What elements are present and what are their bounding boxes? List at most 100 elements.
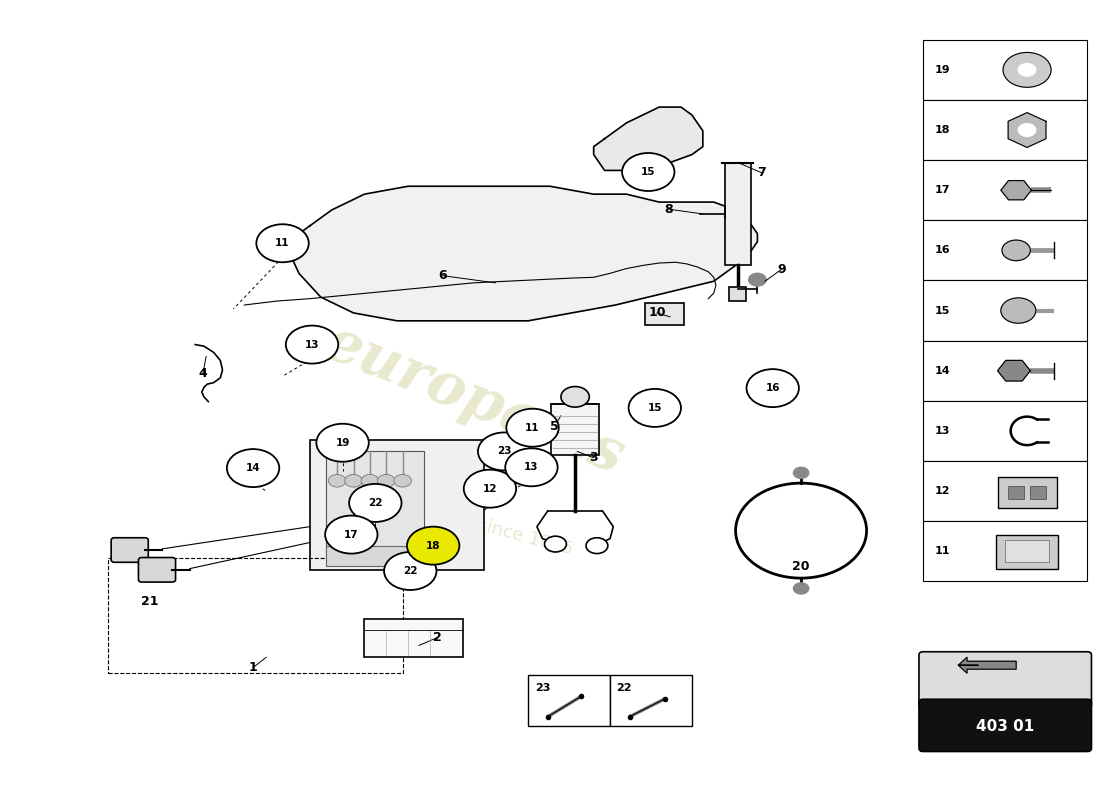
Polygon shape bbox=[594, 107, 703, 170]
Circle shape bbox=[793, 467, 808, 478]
Text: 403 01: 403 01 bbox=[976, 718, 1034, 734]
FancyBboxPatch shape bbox=[139, 558, 176, 582]
Text: 11: 11 bbox=[934, 546, 949, 556]
Polygon shape bbox=[1009, 113, 1046, 147]
Circle shape bbox=[749, 274, 766, 286]
Circle shape bbox=[407, 526, 460, 565]
Text: a passion for parts since 1985: a passion for parts since 1985 bbox=[307, 471, 575, 558]
FancyBboxPatch shape bbox=[923, 220, 1087, 281]
Circle shape bbox=[349, 484, 402, 522]
Text: 19: 19 bbox=[934, 65, 950, 75]
Text: 16: 16 bbox=[766, 383, 780, 393]
Text: 13: 13 bbox=[525, 462, 539, 472]
FancyBboxPatch shape bbox=[1031, 486, 1046, 499]
Circle shape bbox=[1019, 124, 1036, 136]
Circle shape bbox=[227, 449, 279, 487]
Text: 17: 17 bbox=[934, 186, 949, 195]
Circle shape bbox=[317, 424, 368, 462]
Circle shape bbox=[628, 389, 681, 427]
Text: 12: 12 bbox=[934, 486, 949, 496]
Text: 5: 5 bbox=[550, 420, 559, 433]
Text: 16: 16 bbox=[934, 246, 950, 255]
Text: 15: 15 bbox=[934, 306, 949, 315]
FancyBboxPatch shape bbox=[729, 286, 747, 301]
Polygon shape bbox=[1001, 181, 1032, 200]
FancyBboxPatch shape bbox=[364, 619, 463, 658]
Text: 18: 18 bbox=[426, 541, 440, 550]
FancyBboxPatch shape bbox=[111, 538, 148, 562]
FancyBboxPatch shape bbox=[310, 439, 484, 570]
Text: 4: 4 bbox=[198, 367, 207, 380]
Circle shape bbox=[464, 470, 516, 508]
Text: 17: 17 bbox=[344, 530, 359, 539]
FancyBboxPatch shape bbox=[551, 404, 600, 455]
FancyBboxPatch shape bbox=[997, 534, 1057, 570]
Circle shape bbox=[361, 474, 378, 487]
Polygon shape bbox=[288, 186, 758, 321]
Circle shape bbox=[505, 448, 558, 486]
FancyBboxPatch shape bbox=[1009, 486, 1024, 499]
Text: 6: 6 bbox=[439, 270, 448, 282]
Circle shape bbox=[1003, 53, 1052, 87]
FancyBboxPatch shape bbox=[725, 162, 751, 266]
Text: 14: 14 bbox=[934, 366, 950, 376]
Circle shape bbox=[544, 536, 566, 552]
FancyBboxPatch shape bbox=[923, 341, 1087, 401]
Circle shape bbox=[1019, 63, 1036, 76]
Circle shape bbox=[326, 515, 377, 554]
Text: 22: 22 bbox=[403, 566, 418, 576]
Text: 14: 14 bbox=[245, 463, 261, 473]
Circle shape bbox=[286, 326, 338, 363]
Circle shape bbox=[394, 474, 411, 487]
Text: 3: 3 bbox=[590, 451, 598, 464]
Text: 9: 9 bbox=[777, 263, 785, 276]
Text: 7: 7 bbox=[758, 166, 767, 179]
Circle shape bbox=[506, 409, 559, 446]
Text: 11: 11 bbox=[275, 238, 289, 248]
FancyBboxPatch shape bbox=[327, 451, 425, 558]
FancyBboxPatch shape bbox=[918, 652, 1091, 708]
FancyBboxPatch shape bbox=[923, 521, 1087, 582]
Text: 1: 1 bbox=[249, 661, 257, 674]
FancyBboxPatch shape bbox=[923, 40, 1087, 100]
FancyBboxPatch shape bbox=[923, 281, 1087, 341]
Circle shape bbox=[384, 552, 437, 590]
FancyBboxPatch shape bbox=[918, 699, 1091, 751]
Text: 11: 11 bbox=[526, 422, 540, 433]
Polygon shape bbox=[958, 658, 1016, 673]
Text: 22: 22 bbox=[368, 498, 383, 508]
Text: 23: 23 bbox=[535, 682, 550, 693]
FancyBboxPatch shape bbox=[610, 674, 692, 726]
Circle shape bbox=[621, 153, 674, 191]
Text: 13: 13 bbox=[305, 339, 319, 350]
FancyBboxPatch shape bbox=[923, 461, 1087, 521]
FancyBboxPatch shape bbox=[998, 477, 1056, 509]
Text: 13: 13 bbox=[934, 426, 949, 436]
Text: 18: 18 bbox=[934, 125, 949, 135]
Text: 12: 12 bbox=[483, 484, 497, 494]
FancyBboxPatch shape bbox=[645, 302, 684, 325]
Text: 2: 2 bbox=[433, 631, 442, 644]
FancyBboxPatch shape bbox=[1005, 540, 1049, 562]
Circle shape bbox=[344, 474, 362, 487]
FancyBboxPatch shape bbox=[923, 100, 1087, 160]
Circle shape bbox=[747, 369, 799, 407]
FancyBboxPatch shape bbox=[327, 546, 425, 566]
Circle shape bbox=[586, 538, 608, 554]
Text: 20: 20 bbox=[792, 560, 810, 573]
Text: 15: 15 bbox=[648, 403, 662, 413]
FancyBboxPatch shape bbox=[923, 160, 1087, 220]
Circle shape bbox=[329, 474, 345, 487]
Text: 8: 8 bbox=[664, 202, 673, 216]
Circle shape bbox=[1001, 298, 1036, 323]
FancyBboxPatch shape bbox=[528, 674, 611, 726]
Circle shape bbox=[793, 583, 808, 594]
Circle shape bbox=[256, 224, 309, 262]
Text: 19: 19 bbox=[336, 438, 350, 448]
Text: 21: 21 bbox=[141, 594, 158, 607]
Circle shape bbox=[1002, 240, 1031, 261]
Text: 23: 23 bbox=[497, 446, 512, 457]
Polygon shape bbox=[998, 361, 1031, 381]
Circle shape bbox=[477, 433, 530, 470]
Text: europarts: europarts bbox=[316, 314, 631, 486]
